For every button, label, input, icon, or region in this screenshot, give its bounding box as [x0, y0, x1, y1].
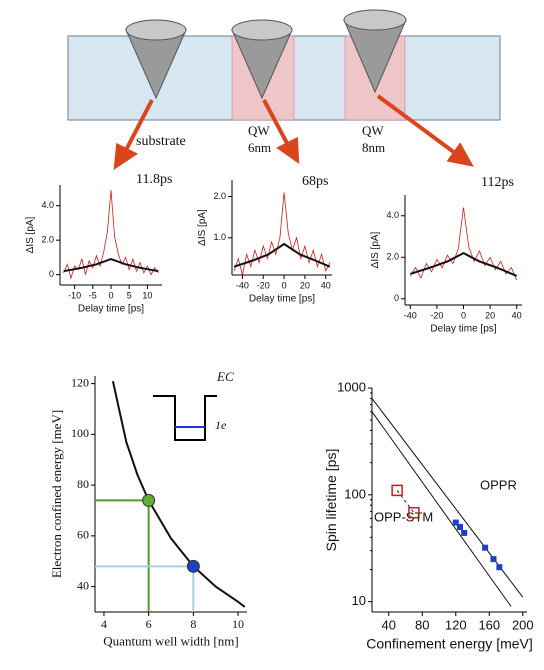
label: 6nm [248, 140, 271, 155]
y-tick-label: 120 [71, 375, 89, 389]
y-tick-label: 1000 [337, 379, 366, 394]
y-tick-label: 100 [344, 486, 366, 501]
label: QW [362, 123, 384, 138]
point [461, 529, 468, 536]
label: 8nm [362, 140, 385, 155]
y-axis-label: ΔIS [pA] [25, 216, 36, 253]
x-tick-label: 5 [127, 291, 132, 301]
annotation: OPP-STM [374, 509, 433, 524]
x-axis-label: Delay time [ps] [430, 323, 496, 334]
data-line [233, 192, 331, 276]
chart: -40 -20 0 20 40 1.0 2.0 Delay time [ps] ΔIS [pA]… [197, 174, 332, 304]
point [490, 556, 497, 563]
arrowhead [276, 136, 300, 165]
x-axis-label: Confinement energy [meV] [366, 635, 533, 651]
y-tick-label: 0 [394, 293, 399, 303]
arrowhead [446, 142, 474, 167]
y-tick-label: 100 [71, 426, 89, 440]
x-tick-label: 20 [485, 311, 495, 321]
x-tick-label: 0 [461, 311, 466, 321]
x-tick-label: 40 [382, 618, 396, 633]
well [153, 395, 217, 441]
tip-top [231, 19, 293, 41]
x-tick-label: -40 [404, 311, 417, 321]
chart: 4 6 8 10 40 60 80 100 120 Quantum well width [nm]… [49, 369, 247, 648]
x-tick-label: 200 [512, 618, 534, 633]
point [408, 506, 420, 519]
x-tick-label: -20 [257, 281, 270, 291]
x-tick-label: 10 [232, 617, 244, 631]
x-tick-label: 80 [415, 618, 429, 633]
y-tick-label: 0 [49, 269, 54, 279]
y-tick-label: 1.0 [213, 232, 226, 242]
x-axis-label: Delay time [ps] [249, 293, 315, 304]
data-line [63, 190, 159, 280]
device-diagram: substrate QW 6nm QW 8nm [67, 9, 501, 171]
x-tick-label: -5 [89, 291, 97, 301]
arrow [376, 94, 457, 155]
x-tick-label: 40 [512, 311, 522, 321]
point [456, 523, 463, 530]
data-line [371, 411, 512, 607]
arrow [262, 99, 290, 146]
arrow [123, 99, 154, 153]
y-axis-label: Spin lifetime [ps] [323, 449, 339, 552]
connector [396, 490, 415, 514]
annotation: 68ps [302, 174, 328, 189]
point [452, 519, 459, 526]
arrowhead [113, 142, 138, 171]
data-line [409, 251, 518, 277]
data-line [111, 380, 246, 608]
x-tick-label: 10 [142, 291, 152, 301]
chart: -10 -5 0 5 10 0 2.0 4.0 Delay time [ps] ΔIS [pA] 1… [25, 172, 172, 314]
annotation: 112ps [481, 175, 514, 190]
annotation: 11.8ps [136, 172, 172, 187]
chart: -40 -20 0 20 40 0 2.0 4.0 Delay time [ps] ΔIS [pA… [370, 175, 522, 334]
point [186, 559, 200, 573]
tip-top [343, 9, 407, 31]
x-tick-label: 160 [478, 618, 500, 633]
x-tick-label: 20 [300, 281, 310, 291]
y-tick-label: 10 [352, 593, 366, 608]
x-tick-label: -40 [236, 281, 249, 291]
label: substrate [136, 134, 186, 149]
y-axis-label: ΔIS [pA] [197, 209, 208, 246]
x-tick-label: -20 [430, 311, 443, 321]
annotation: 1e [215, 418, 227, 432]
x-axis-label: Delay time [ps] [78, 303, 144, 314]
y-tick-label: 40 [77, 578, 89, 592]
annotation: EC [216, 369, 234, 384]
point [142, 493, 156, 507]
x-tick-label: 120 [445, 618, 467, 633]
chart: 40 80 120 160 200 10 100 1000 Confinement energy… [323, 379, 534, 651]
x-tick-label: 8 [190, 617, 196, 631]
x-axis-label: Quantum well width [nm] [103, 633, 238, 648]
x-tick-label: 6 [146, 617, 152, 631]
point [482, 544, 489, 551]
point [496, 564, 503, 571]
data-line [63, 258, 159, 273]
tip-top [125, 19, 187, 41]
y-tick-label: 2.0 [386, 252, 399, 262]
y-tick-label: 80 [77, 477, 89, 491]
x-tick-label: 4 [101, 617, 107, 631]
annotation: OPPR [480, 477, 517, 492]
data-line [409, 207, 518, 281]
x-tick-label: 0 [108, 291, 113, 301]
x-tick-label: 40 [321, 281, 331, 291]
data-line [233, 242, 331, 268]
y-axis-label: ΔIS [pA] [370, 231, 381, 268]
label: QW [248, 123, 270, 138]
y-tick-label: 60 [77, 528, 89, 542]
x-tick-label: 0 [282, 281, 287, 291]
data-line [371, 398, 524, 598]
y-tick-label: 2.0 [41, 235, 54, 245]
y-tick-label: 2.0 [213, 191, 226, 201]
y-tick-label: 4.0 [41, 200, 54, 210]
y-axis-label: Electron confined energy [meV] [49, 410, 64, 578]
y-tick-label: 4.0 [386, 210, 399, 220]
point [391, 484, 403, 497]
x-tick-label: -10 [68, 291, 81, 301]
